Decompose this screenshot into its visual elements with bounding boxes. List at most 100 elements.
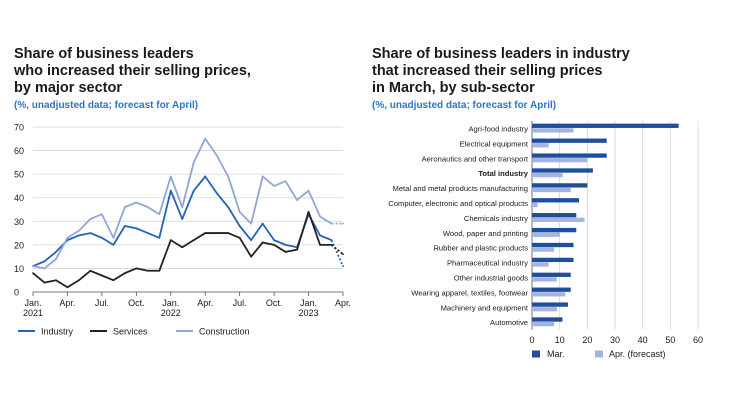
construction-data-point [261, 175, 264, 178]
industry-data-point [43, 260, 46, 263]
construction-data-point [89, 218, 92, 220]
services-data-point [273, 243, 276, 246]
right-chart-title: Share of business leaders in industry th… [372, 46, 630, 97]
industry-data-point [319, 234, 321, 237]
mar-bar [532, 138, 607, 143]
apr-forecast-bar [532, 187, 571, 193]
construction-data-point [43, 267, 46, 270]
y-tick-label: 50 [14, 170, 24, 180]
services-data-point [78, 279, 80, 282]
left-chart-subtitle: (%, unadjusted data; forecast for April) [14, 100, 199, 111]
y-tick-label: 10 [14, 264, 24, 274]
industry-data-point [250, 239, 253, 242]
services-data-point [169, 239, 172, 242]
y-tick-label: 70 [14, 123, 24, 133]
services-data-point [158, 269, 161, 272]
services-data-point [342, 253, 344, 256]
mar-bar [532, 317, 563, 322]
construction-data-point [215, 154, 218, 157]
apr-forecast-bar [532, 217, 585, 222]
industry-data-point [238, 225, 241, 227]
category-label: Wood, paper and printing [443, 229, 528, 238]
apr-forecast-bar [532, 128, 574, 133]
mar-legend-swatch [532, 350, 540, 358]
x-tick-year-label: 2023 [299, 308, 319, 318]
x-tick-label: Jan. [24, 298, 41, 308]
left-chart-title: Share of business leaders who increased … [14, 46, 251, 97]
services-data-point [204, 232, 207, 234]
mar-bar [532, 257, 574, 263]
apr-forecast-bar [532, 143, 549, 148]
industry-data-point [78, 234, 80, 237]
mar-bar [532, 123, 679, 128]
construction-data-point [250, 222, 253, 225]
services-data-point [319, 243, 321, 246]
left-title-line-3: by major sector [14, 80, 122, 96]
industry-data-point [89, 232, 92, 234]
industry-forecast-line [330, 239, 344, 267]
industry-data-point [100, 236, 103, 239]
services-data-point [55, 279, 57, 282]
mar-bar [532, 213, 577, 218]
industry-data-point [204, 175, 207, 178]
industry-data-point [273, 239, 276, 242]
x-tick-year-label: 2021 [23, 308, 43, 318]
category-label: Wearing apparel, textiles, footwear [411, 288, 528, 297]
construction-data-point [112, 236, 115, 239]
industry-data-point [158, 236, 161, 239]
category-label: Chemicals industry [464, 214, 528, 223]
x-tick-label: Jul. [95, 298, 109, 308]
industry-data-point [55, 251, 57, 253]
construction-data-point [100, 213, 103, 216]
industry-legend-label: Industry [41, 327, 74, 337]
industry-data-point [123, 225, 126, 227]
category-label: Machinery and equipment [441, 303, 529, 312]
industry-data-point [215, 192, 218, 194]
services-data-point [43, 281, 46, 284]
services-data-point [250, 255, 253, 258]
services-data-point [330, 243, 333, 246]
right-chart-subtitle: (%, unadjusted data; forecast for April) [372, 100, 557, 111]
left-title-line-2: who increased their selling prices, [14, 63, 251, 79]
construction-data-point [284, 180, 287, 183]
construction-data-point [66, 236, 69, 239]
industry-data-point [330, 239, 333, 242]
construction-data-point [32, 265, 34, 267]
apr-forecast-bar [532, 321, 555, 327]
industry-data-point [181, 218, 184, 220]
services-data-point [261, 241, 264, 244]
services-data-point [296, 248, 298, 251]
category-label: Aeronautics and other transport [422, 154, 529, 163]
mar-bar [532, 272, 571, 277]
mar-bar [532, 198, 580, 203]
category-label: Rubber and plastic products [433, 244, 528, 253]
industry-data-point [227, 206, 230, 209]
construction-data-point [123, 206, 126, 209]
x-tick-label: Oct. [128, 298, 145, 308]
mar-bar [532, 302, 568, 307]
x-tick-label: 30 [610, 335, 620, 345]
mar-bar [532, 242, 574, 248]
construction-data-point [296, 199, 298, 201]
construction-data-point [319, 215, 321, 218]
mar-legend-label: Mar. [547, 349, 565, 359]
right-title-line-1: Share of business leaders in industry [372, 46, 630, 62]
services-data-point [307, 210, 310, 213]
y-tick-label: 30 [14, 217, 24, 227]
services-data-point [112, 279, 115, 282]
category-label: Electrical equipment [460, 139, 529, 148]
apr-forecast-bar [532, 262, 549, 267]
services-data-point [135, 267, 138, 270]
apr-forecast-bar [532, 307, 557, 312]
industry-data-point [146, 232, 149, 234]
construction-data-point [158, 213, 161, 216]
x-tick-label: Apr. [335, 298, 351, 308]
services-data-point [284, 251, 287, 253]
category-label: Total industry [478, 169, 528, 178]
apr-forecast-bar [532, 158, 588, 163]
construction-data-point [78, 229, 80, 232]
x-tick-label: Apr. [59, 298, 75, 308]
x-tick-label: 10 [555, 335, 565, 345]
category-label: Pharmaceutical industry [447, 259, 528, 268]
